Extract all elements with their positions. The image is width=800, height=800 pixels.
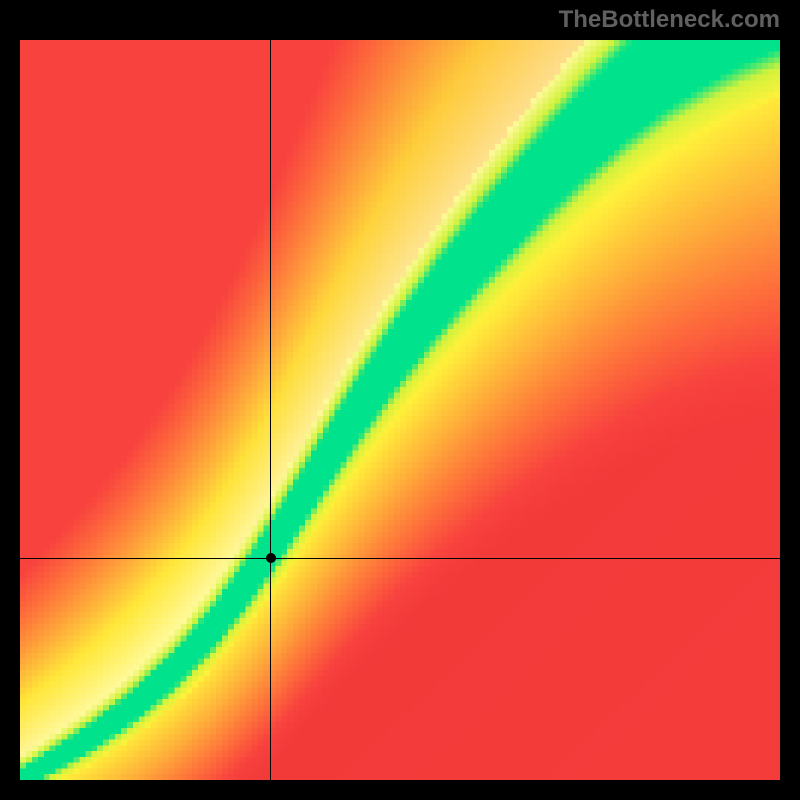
crosshair-vertical <box>270 40 271 780</box>
marker-dot <box>266 553 276 563</box>
crosshair-horizontal <box>20 558 780 559</box>
chart-container: TheBottleneck.com <box>0 0 800 800</box>
bottleneck-heatmap <box>20 40 780 780</box>
watermark-text: TheBottleneck.com <box>559 6 780 34</box>
